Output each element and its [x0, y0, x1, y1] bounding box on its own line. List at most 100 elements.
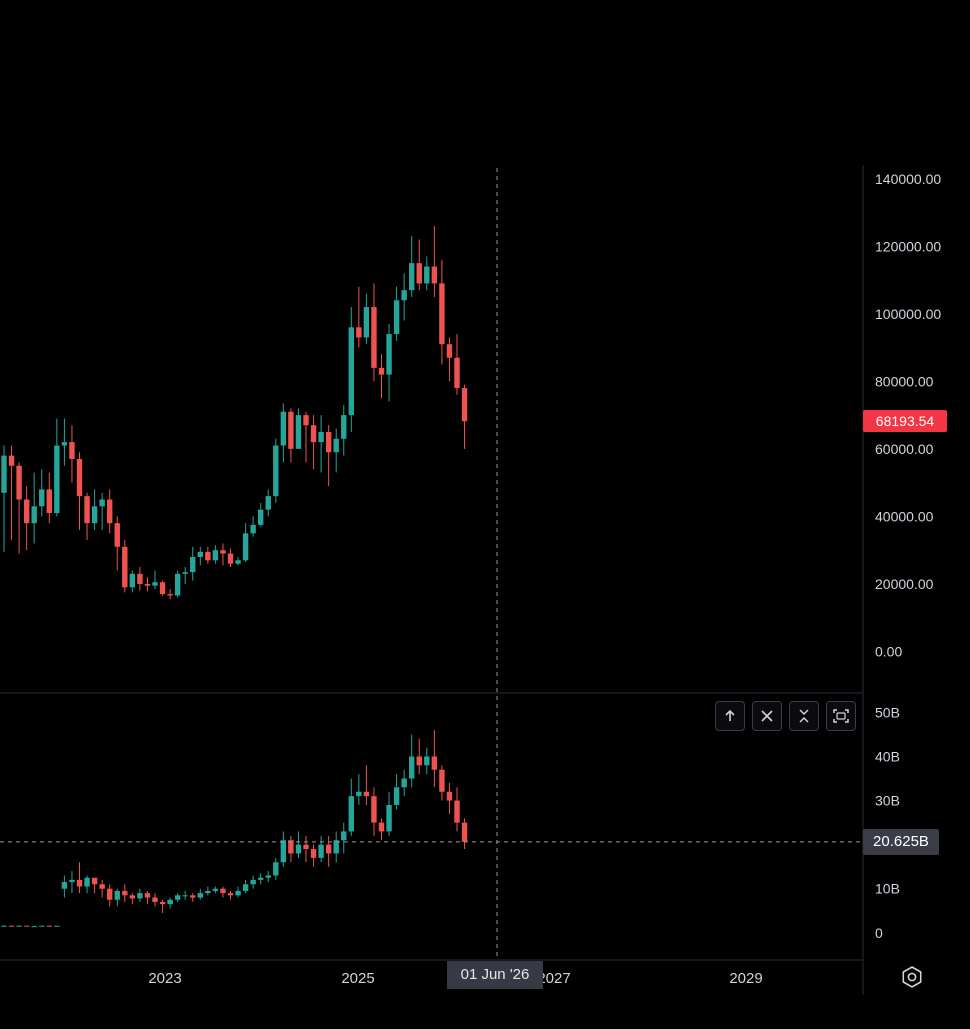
indicator-candle	[424, 756, 430, 766]
price-candle	[39, 489, 45, 507]
price-candle	[76, 459, 83, 497]
price-candle	[99, 499, 105, 507]
indicator-candle	[348, 796, 354, 832]
price-candle	[23, 499, 30, 524]
close-icon	[761, 710, 773, 722]
indicator-candle	[265, 875, 271, 878]
price-candle	[182, 572, 188, 574]
price-candle	[325, 432, 332, 453]
price-candle	[61, 442, 68, 446]
indicator-candle	[454, 800, 460, 823]
price-candle	[159, 582, 166, 595]
price-candle	[16, 465, 22, 500]
indicator-candle	[401, 778, 407, 788]
time-axis-label: 2027	[537, 970, 570, 987]
indicator-candle	[76, 879, 83, 887]
time-axis-label: 2025	[341, 970, 374, 987]
price-candle	[167, 594, 173, 596]
price-candle	[378, 367, 385, 375]
indicator-candle	[23, 925, 30, 927]
indicator-tick-label: 10B	[875, 881, 900, 897]
price-candle	[84, 496, 90, 524]
price-candles	[1, 226, 468, 600]
indicator-candle	[122, 890, 128, 896]
indicator-candle	[258, 877, 264, 880]
price-candle	[416, 263, 422, 284]
price-candle	[303, 415, 309, 426]
price-candle	[310, 425, 317, 443]
price-candle	[220, 550, 226, 554]
indicator-candle	[318, 844, 324, 858]
price-candle	[386, 334, 392, 375]
price-candle	[190, 556, 196, 573]
price-candle	[107, 499, 113, 524]
indicator-candle	[378, 822, 385, 832]
price-candle	[393, 300, 400, 335]
indicator-candle	[144, 893, 151, 898]
indicator-candle	[46, 925, 52, 927]
indicator-candle	[54, 925, 60, 927]
indicator-candle	[152, 897, 158, 902]
price-candle	[409, 263, 415, 291]
price-candle	[454, 357, 460, 389]
indicator-candle	[461, 822, 468, 842]
price-tick-label: 40000.00	[875, 508, 934, 524]
price-candle	[54, 445, 60, 514]
indicator-candle	[393, 787, 400, 805]
price-candle	[295, 415, 302, 449]
price-candle	[114, 523, 120, 547]
price-tick-label: 20000.00	[875, 576, 934, 592]
price-candle	[273, 445, 279, 497]
price-candle	[91, 506, 98, 524]
indicator-value-badge: 20.625B	[863, 828, 939, 855]
price-candle	[288, 411, 294, 449]
gear-icon[interactable]	[900, 965, 924, 989]
indicator-candle	[39, 925, 45, 927]
indicator-candle	[295, 844, 302, 854]
price-candle	[46, 489, 52, 514]
price-candle	[363, 307, 370, 338]
indicator-candle	[159, 901, 166, 905]
time-axis-label: 2023	[148, 970, 181, 987]
indicator-candle	[61, 882, 68, 889]
price-candle	[401, 290, 407, 301]
collapse-icon	[799, 709, 809, 723]
price-candle	[129, 573, 136, 588]
indicator-candle	[107, 888, 113, 900]
price-candle	[431, 266, 438, 284]
indicator-candle	[288, 840, 294, 854]
indicator-candle	[363, 791, 370, 797]
indicator-candle	[31, 926, 37, 928]
indicator-candle	[8, 925, 15, 927]
indicator-candle	[446, 791, 453, 801]
price-candle	[356, 327, 362, 338]
maximize-icon	[833, 709, 849, 723]
price-candle	[69, 442, 75, 460]
indicator-candle	[1, 925, 7, 927]
price-candle	[227, 553, 234, 564]
price-candle	[333, 438, 339, 453]
price-candle	[348, 327, 354, 416]
time-axis-label: 2029	[729, 970, 762, 987]
close-panel-button[interactable]	[752, 701, 782, 731]
move-panel-up-button[interactable]	[715, 701, 745, 731]
price-candle	[439, 283, 445, 345]
indicator-candle	[16, 925, 22, 927]
price-candle	[122, 546, 128, 588]
price-candle	[265, 496, 271, 510]
indicator-candle	[220, 888, 226, 894]
indicator-candle	[227, 893, 234, 896]
price-tick-label: 120000.00	[875, 238, 941, 254]
indicator-tick-label: 0	[875, 925, 883, 941]
price-candle	[250, 524, 256, 534]
price-candle	[461, 388, 468, 422]
price-candle	[212, 550, 219, 561]
price-tick-label: 0.00	[875, 643, 902, 659]
indicator-tick-label: 40B	[875, 748, 900, 764]
collapse-panel-button[interactable]	[789, 701, 819, 731]
price-candle	[137, 573, 143, 584]
maximize-panel-button[interactable]	[826, 701, 856, 731]
price-tick-label: 80000.00	[875, 373, 934, 389]
